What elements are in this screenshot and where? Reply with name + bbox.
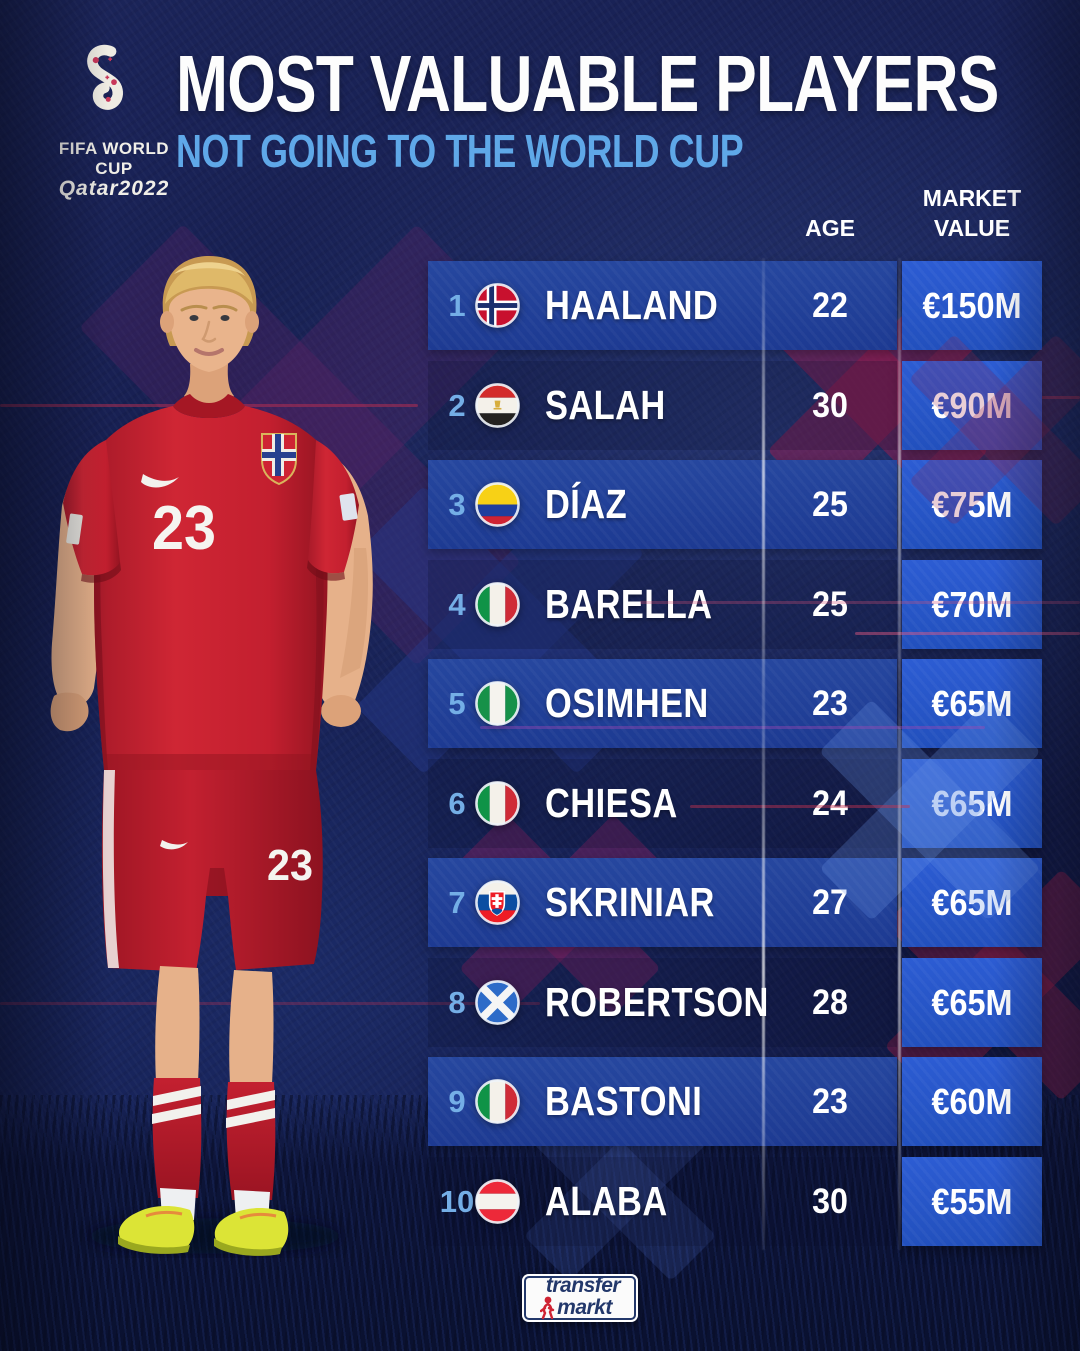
- market-value-cell: €55M: [902, 1156, 1042, 1246]
- player-name: SKRINIAR: [545, 879, 715, 925]
- player-name: HAALAND: [545, 282, 719, 328]
- player-name: BASTONI: [545, 1078, 703, 1124]
- player-age: 27: [812, 883, 848, 922]
- italy-flag-icon: [474, 581, 521, 628]
- slovakia-flag-icon: [474, 879, 521, 926]
- market-value-cell: €65M: [902, 957, 1042, 1047]
- market-value-cell: €60M: [902, 1057, 1042, 1146]
- austria-flag-icon: [474, 1178, 521, 1225]
- market-value: €75M: [931, 484, 1013, 525]
- market-value-column-header: MARKET VALUE: [922, 185, 1022, 241]
- market-value: €55M: [931, 1180, 1013, 1222]
- table-row: 2 SALAH 30 €90M: [428, 360, 1042, 450]
- table-row: 5 OSIMHEN 23 €65M: [428, 659, 1042, 748]
- title-block: MOST VALUABLE PLAYERS NOT GOING TO THE W…: [176, 39, 1080, 177]
- transfermarkt-text-line1: transfer: [545, 1274, 621, 1298]
- player-age: 25: [812, 485, 848, 524]
- transfermarkt-logo: transfer markt: [522, 1274, 638, 1322]
- market-value: €65M: [931, 981, 1013, 1023]
- shorts-number: 23: [267, 841, 313, 890]
- market-value-cell: €65M: [902, 659, 1042, 748]
- player-age: 24: [812, 783, 848, 823]
- scotland-flag-icon: [474, 979, 521, 1026]
- table-row: 3 DÍAZ 25 €75M: [428, 460, 1042, 549]
- age-column-header: AGE: [805, 215, 855, 241]
- market-value-cell: €90M: [902, 360, 1042, 450]
- player-age: 30: [812, 385, 848, 425]
- market-value: €150M: [922, 285, 1022, 326]
- market-value-cell: €150M: [902, 261, 1042, 350]
- table-row: 4 BARELLA 25 €70M: [428, 559, 1042, 649]
- players-table: 1 HAALAND 22 €150M 2 SALAH 30 €90M 3 DÍA…: [428, 261, 1042, 1256]
- player-name: CHIESA: [545, 779, 678, 826]
- haaland-photo: 23 23: [50, 256, 373, 1256]
- market-value: €90M: [931, 384, 1013, 426]
- table-row: 6 CHIESA 24 €65M: [428, 758, 1042, 848]
- table-row: 10 ALABA 30 €55M: [428, 1156, 1042, 1246]
- fifa-world-cup-logo: FIFA WORLD CUP Qatar2022: [44, 40, 184, 201]
- egypt-flag-icon: [474, 382, 521, 429]
- market-value: €65M: [931, 683, 1013, 724]
- market-value-cell: €65M: [902, 758, 1042, 848]
- norway-flag-icon: [474, 282, 521, 329]
- fifa-world-cup-qatar-2022-emblem-icon: [87, 44, 123, 110]
- market-value-cell: €70M: [902, 559, 1042, 649]
- player-age: 23: [812, 684, 848, 723]
- page-title: MOST VALUABLE PLAYERS: [176, 39, 999, 128]
- transfermarkt-text-line2: markt: [557, 1296, 612, 1319]
- market-value: €65M: [931, 882, 1013, 923]
- player-age: 23: [812, 1082, 848, 1121]
- player-name: ROBERTSON: [545, 978, 769, 1025]
- table-row: 9 BASTONI 23 €60M: [428, 1057, 1042, 1146]
- player-name: SALAH: [545, 381, 666, 428]
- player-age: 25: [812, 584, 848, 624]
- shirt-number: 23: [152, 494, 216, 563]
- market-value: €60M: [931, 1081, 1013, 1122]
- market-value: €70M: [931, 583, 1013, 625]
- qatar-2022-text: Qatar2022: [58, 177, 170, 200]
- player-age: 30: [812, 1181, 848, 1221]
- market-value-cell: €65M: [902, 858, 1042, 947]
- nigeria-flag-icon: [474, 680, 521, 727]
- player-name: OSIMHEN: [545, 680, 709, 726]
- player-name: DÍAZ: [545, 481, 628, 527]
- player-name: ALABA: [545, 1177, 668, 1224]
- table-row: 7 SKRINIAR 27 €65M: [428, 858, 1042, 947]
- market-value: €65M: [931, 782, 1013, 824]
- italy-flag-icon: [474, 780, 521, 827]
- fifa-world-cup-text: FIFA WORLD CUP: [58, 139, 170, 178]
- player-age: 28: [812, 982, 848, 1022]
- player-name: BARELLA: [545, 580, 713, 627]
- transfermarkt-player-icon: [540, 1296, 555, 1319]
- market-value-cell: €75M: [902, 460, 1042, 549]
- italy-flag-icon: [474, 1078, 521, 1125]
- colombia-flag-icon: [474, 481, 521, 528]
- player-age: 22: [812, 286, 848, 325]
- page-subtitle: NOT GOING TO THE WORLD CUP: [176, 125, 744, 177]
- table-row: 8 ROBERTSON 28 €65M: [428, 957, 1042, 1047]
- table-row: 1 HAALAND 22 €150M: [428, 261, 1042, 350]
